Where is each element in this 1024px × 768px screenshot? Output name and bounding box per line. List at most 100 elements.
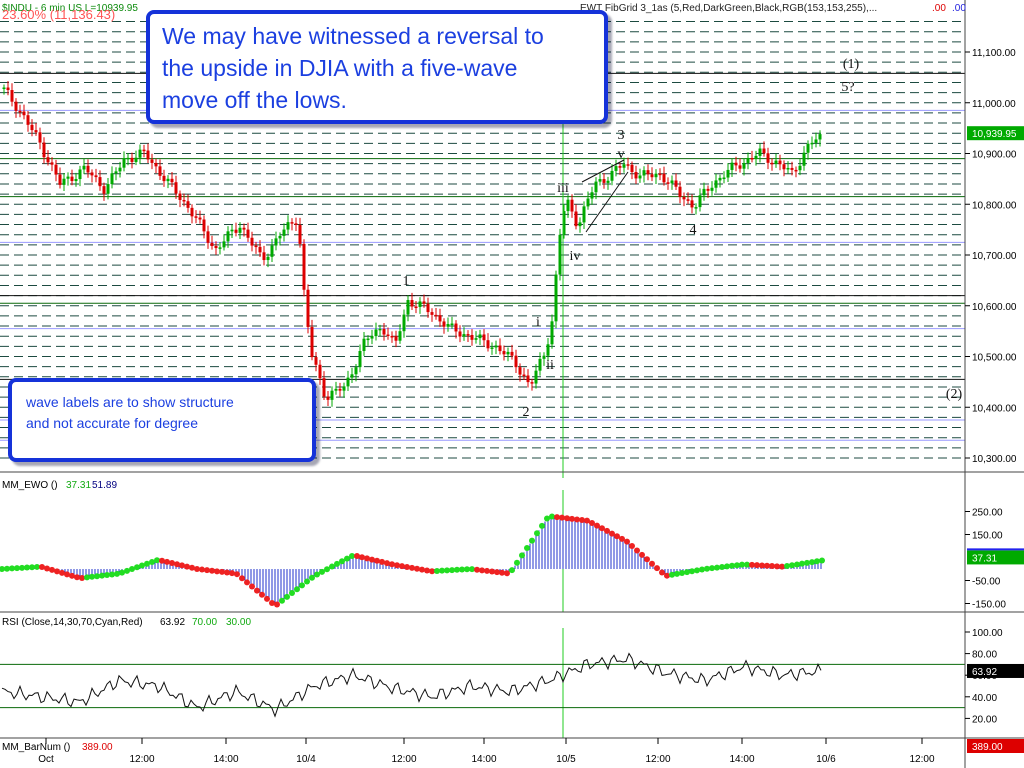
candle-body bbox=[774, 160, 778, 164]
fibgrid-header: EWT FibGrid 3_1as (5,Red,DarkGreen,Black… bbox=[580, 3, 877, 14]
candle-body bbox=[494, 345, 498, 348]
candle-body bbox=[74, 179, 78, 182]
ewo-dot bbox=[349, 552, 355, 559]
candle-body bbox=[214, 245, 218, 249]
ewo-dot bbox=[559, 514, 565, 521]
ewo-dot bbox=[184, 563, 190, 570]
candle-body bbox=[190, 207, 194, 217]
ewo-tick-label-1: 150.00 bbox=[972, 531, 1003, 542]
candle-body bbox=[578, 222, 582, 227]
candle-body bbox=[10, 90, 14, 102]
ewo-dot bbox=[769, 563, 775, 570]
ewo-dot bbox=[504, 570, 510, 577]
symbol-header: $INDU - 6 min US L=10939.95 bbox=[2, 3, 138, 14]
ewo-dot bbox=[449, 567, 455, 574]
ewo-value-2: 51.89 bbox=[92, 480, 117, 491]
ewo-label: MM_EWO () bbox=[2, 480, 58, 491]
ewo-dot bbox=[264, 595, 270, 602]
ewo-dot bbox=[739, 561, 745, 568]
candle-body bbox=[670, 180, 674, 184]
ewo-dot bbox=[94, 573, 100, 580]
candle-body bbox=[738, 165, 742, 169]
ewo-dot bbox=[274, 601, 280, 608]
candle-body bbox=[754, 155, 758, 159]
ewo-dot bbox=[134, 564, 140, 571]
ewo-dot bbox=[154, 557, 160, 564]
x-tick-label-9: 10/6 bbox=[816, 754, 836, 765]
ewo-dot bbox=[9, 565, 15, 572]
candle-body bbox=[770, 162, 774, 165]
ewo-dot bbox=[529, 537, 535, 544]
candle-body bbox=[114, 171, 118, 174]
ewo-dot bbox=[259, 591, 265, 598]
candle-body bbox=[562, 211, 566, 235]
ewo-tick-label-0: 250.00 bbox=[972, 508, 1003, 519]
note-line-2: and not accurate for degree bbox=[26, 415, 199, 431]
ewo-dot bbox=[214, 568, 220, 575]
ewo-dot bbox=[19, 564, 25, 571]
ewo-dot bbox=[14, 565, 20, 572]
ewo-dot bbox=[229, 570, 235, 577]
ewo-dot bbox=[544, 515, 550, 522]
candle-body bbox=[482, 334, 486, 341]
candle-body bbox=[586, 198, 590, 207]
candle-body bbox=[186, 201, 190, 208]
candle-body bbox=[6, 87, 10, 91]
candle-body bbox=[322, 378, 326, 397]
candle-body bbox=[94, 175, 98, 178]
candle-body bbox=[582, 206, 586, 223]
candle-body bbox=[14, 101, 18, 111]
ewo-dot bbox=[34, 563, 40, 570]
ewo-dot bbox=[179, 562, 185, 569]
candle-body bbox=[346, 377, 350, 387]
wave-label-2: i bbox=[536, 315, 540, 330]
ewo-dot bbox=[484, 567, 490, 574]
ewo-dot bbox=[729, 562, 735, 569]
candle-body bbox=[410, 300, 414, 307]
candle-body bbox=[550, 321, 554, 345]
ewo-dot bbox=[144, 560, 150, 567]
ewo-dot bbox=[779, 563, 785, 570]
candle-body bbox=[606, 180, 610, 183]
candle-body bbox=[546, 344, 550, 356]
ewo-dot bbox=[324, 566, 330, 573]
x-tick-label-5: 14:00 bbox=[471, 754, 496, 765]
candle-body bbox=[178, 193, 182, 200]
ewo-dot bbox=[24, 564, 30, 571]
ewo-dot bbox=[554, 514, 560, 521]
ewo-dot bbox=[169, 560, 175, 567]
ewo-dot bbox=[4, 565, 10, 572]
candle-body bbox=[730, 162, 734, 170]
ewo-dot bbox=[534, 530, 540, 537]
candle-body bbox=[166, 178, 170, 182]
x-tick-label-6: 10/5 bbox=[556, 754, 576, 765]
candle-body bbox=[674, 180, 678, 187]
ewo-dot bbox=[459, 566, 465, 573]
ewo-dot bbox=[619, 535, 625, 542]
ewo-dot bbox=[669, 571, 675, 578]
ewo-dot bbox=[314, 571, 320, 578]
ewo-dot bbox=[39, 563, 45, 570]
candle-body bbox=[158, 166, 162, 176]
ewo-dot bbox=[714, 564, 720, 571]
ewo-dot bbox=[334, 560, 340, 567]
ewo-dot bbox=[499, 569, 505, 576]
candle-body bbox=[238, 227, 242, 233]
price-tick-label-0: 11,100.00 bbox=[972, 48, 1016, 59]
candle-body bbox=[618, 166, 622, 168]
candle-body bbox=[386, 334, 390, 337]
ewo-dot bbox=[584, 517, 590, 524]
ewo-dot bbox=[234, 571, 240, 578]
rsi-value: 63.92 bbox=[160, 617, 185, 628]
candle-body bbox=[802, 152, 806, 166]
ewo-dot bbox=[389, 561, 395, 568]
candle-body bbox=[254, 245, 258, 248]
candle-body bbox=[542, 355, 546, 359]
rsi-tick-label-1: 80.00 bbox=[972, 650, 997, 661]
ewo-dot bbox=[799, 560, 805, 567]
ewo-dot bbox=[699, 566, 705, 573]
x-tick-label-3: 10/4 bbox=[296, 754, 316, 765]
candle-body bbox=[362, 338, 366, 352]
candle-body bbox=[446, 324, 450, 327]
